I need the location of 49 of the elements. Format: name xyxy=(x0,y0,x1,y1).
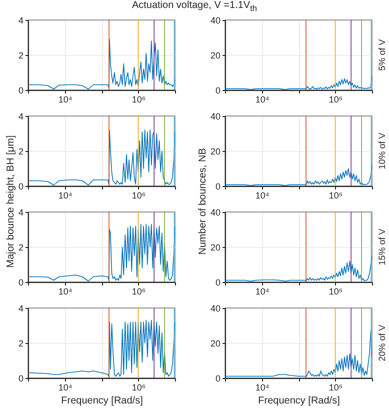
x-tick-label: 10⁶ xyxy=(328,94,343,104)
x-tick-label: 10⁴ xyxy=(58,94,72,104)
y-tick-label: 2 xyxy=(18,338,24,348)
y-tick-label: 0 xyxy=(215,374,220,384)
y-tick-label: 0 xyxy=(215,182,220,192)
y-tick-label: 20 xyxy=(210,146,220,156)
y-tick-label: 4 xyxy=(18,304,24,314)
y-tick-label: 40 xyxy=(210,16,220,26)
y-axis-title: Major bounce height, BH [μm] xyxy=(5,135,16,268)
x-tick-label: 10⁶ xyxy=(328,286,343,296)
y-tick-label: 0 xyxy=(18,182,24,192)
x-tick-label: 10⁴ xyxy=(255,286,270,296)
text: 10% of V xyxy=(377,132,387,170)
x-tick-label: 10⁴ xyxy=(58,382,72,392)
chart-title: Actuation voltage, V =1.1V$_{th}$ xyxy=(130,0,258,13)
x-tick-label: 10⁴ xyxy=(255,94,270,104)
y-tick-label: 2 xyxy=(18,146,24,156)
x-tick-label: 10⁴ xyxy=(255,382,270,392)
y-axis-title: Number of bounces, NB xyxy=(197,148,208,255)
x-tick-label: 10⁶ xyxy=(328,382,343,392)
y-tick-label: 0 xyxy=(18,374,24,384)
x-tick-label: 10⁶ xyxy=(328,190,343,200)
y-tick-label: 4 xyxy=(18,16,24,26)
y-tick-label: 20 xyxy=(210,242,220,252)
y-tick-label: 4 xyxy=(18,208,24,218)
text: 15% of V xyxy=(377,228,387,266)
y-tick-label: 0 xyxy=(18,86,24,96)
y-tick-label: 40 xyxy=(210,304,220,314)
y-tick-label: 2 xyxy=(18,50,24,60)
text: 5% of V xyxy=(377,39,387,71)
x-tick-label: 10⁶ xyxy=(132,382,146,392)
text: 20% of V xyxy=(377,324,387,362)
x-tick-label: 10⁴ xyxy=(255,190,270,200)
y-tick-label: 40 xyxy=(210,112,220,122)
y-tick-label: 20 xyxy=(210,50,220,60)
y-tick-label: 0 xyxy=(215,86,220,96)
x-tick-label: 10⁶ xyxy=(132,94,146,104)
y-tick-label: 40 xyxy=(210,208,220,218)
x-axis-title: Frequency [Rad/s] xyxy=(61,396,144,406)
y-tick-label: 0 xyxy=(18,278,24,288)
x-tick-label: 10⁴ xyxy=(58,286,72,296)
x-tick-label: 10⁶ xyxy=(132,190,146,200)
y-tick-label: 0 xyxy=(215,278,220,288)
x-tick-label: 10⁴ xyxy=(58,190,72,200)
y-tick-label: 2 xyxy=(18,242,24,252)
x-axis-title: Frequency [Rad/s] xyxy=(258,396,340,406)
y-tick-label: 20 xyxy=(210,338,220,348)
x-tick-label: 10⁶ xyxy=(132,286,146,296)
y-tick-label: 4 xyxy=(18,112,24,122)
